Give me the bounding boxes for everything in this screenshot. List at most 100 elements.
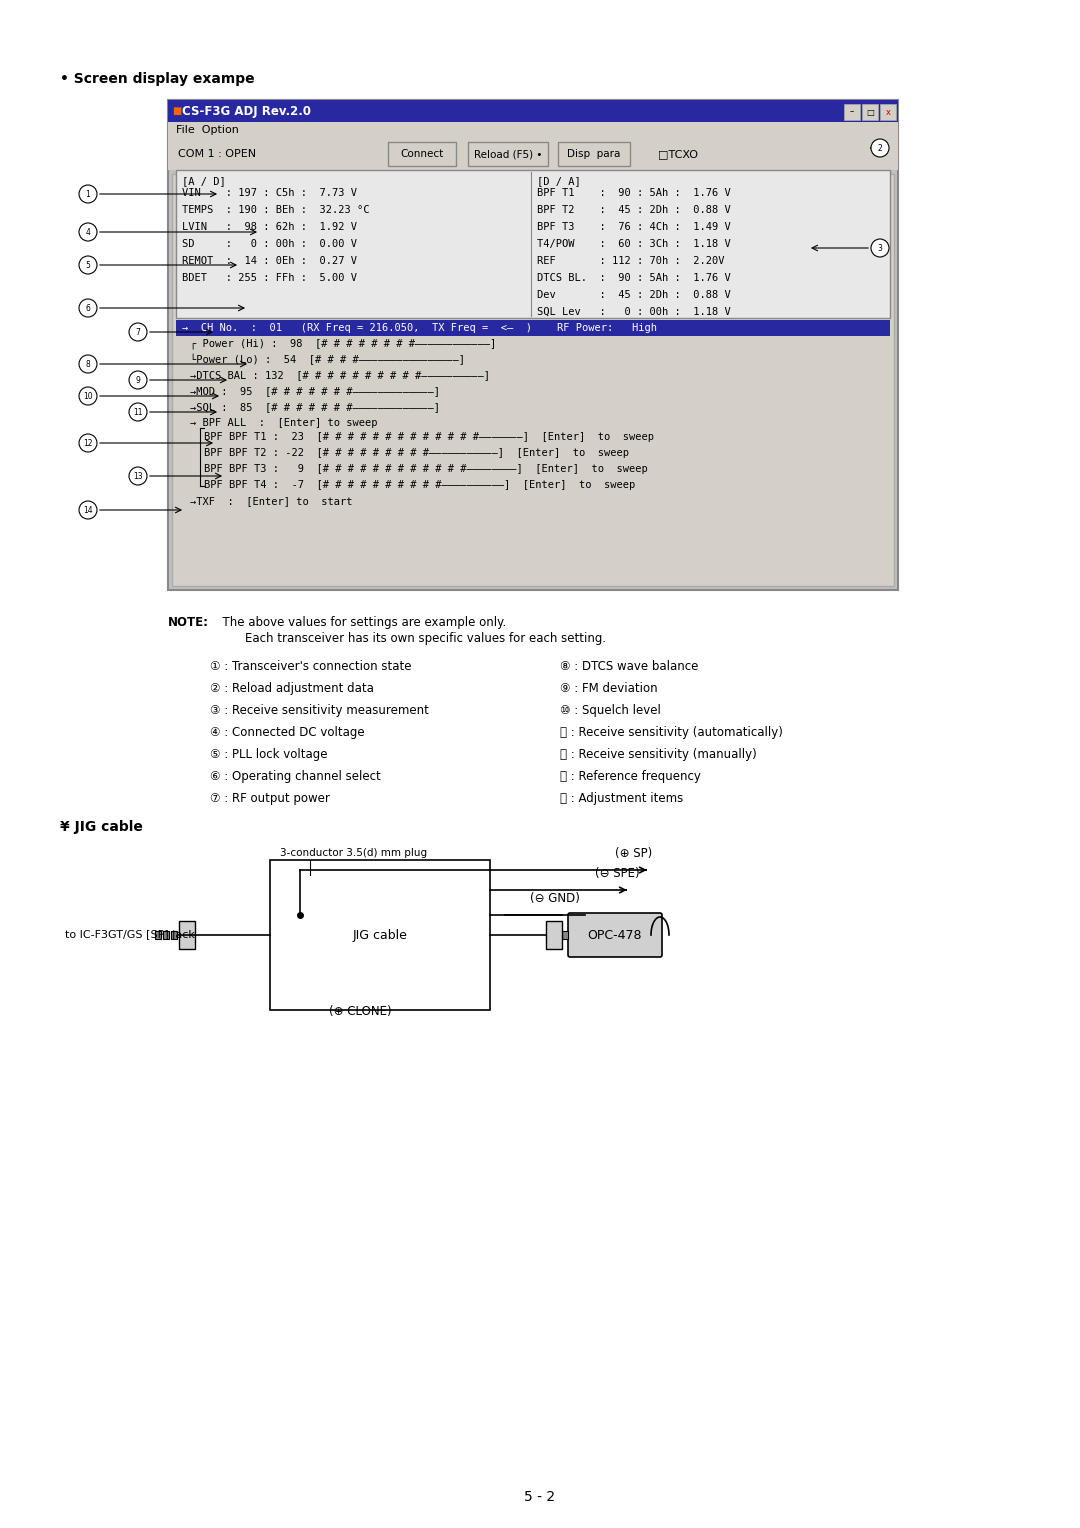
Text: • Screen display exampe: • Screen display exampe [60,72,255,86]
FancyBboxPatch shape [546,931,552,940]
Circle shape [870,139,889,157]
Text: (⊕ SP): (⊕ SP) [615,847,652,860]
Text: ⑥ : Operating channel select: ⑥ : Operating channel select [210,770,381,782]
Text: ⑧ : DTCS wave balance: ⑧ : DTCS wave balance [561,660,699,672]
Text: The above values for settings are example only.: The above values for settings are exampl… [215,616,507,630]
Text: 4: 4 [85,228,91,237]
Text: Disp  para: Disp para [567,150,621,159]
Text: 6: 6 [85,304,91,313]
Text: ┌ Power (Hi) :  98  [# # # # # # # #––––––––––––]: ┌ Power (Hi) : 98 [# # # # # # # #––––––… [190,338,496,348]
Text: ⑦ : RF output power: ⑦ : RF output power [210,792,329,805]
Text: □: □ [866,107,874,116]
Circle shape [79,257,97,274]
Text: Each transceiver has its own specific values for each setting.: Each transceiver has its own specific va… [215,633,606,645]
Text: COM 1 : OPEN: COM 1 : OPEN [178,150,256,159]
FancyBboxPatch shape [168,138,897,170]
Circle shape [870,238,889,257]
Text: 5 - 2: 5 - 2 [525,1490,555,1504]
FancyBboxPatch shape [172,174,894,587]
Text: BPF T2    :  45 : 2Dh :  0.88 V: BPF T2 : 45 : 2Dh : 0.88 V [537,205,731,215]
Text: → BPF ALL  :  [Enter] to sweep: → BPF ALL : [Enter] to sweep [190,419,378,428]
Text: ⑨ : FM deviation: ⑨ : FM deviation [561,681,658,695]
Text: □TCXO: □TCXO [658,150,698,159]
Text: 10: 10 [83,391,93,400]
Text: Reload (F5) •: Reload (F5) • [474,150,542,159]
Circle shape [129,403,147,422]
FancyBboxPatch shape [558,142,630,167]
Text: └Power (Lo) :  54  [# # # #––––––––––––––––]: └Power (Lo) : 54 [# # # #–––––––––––––––… [190,354,465,365]
Text: 3-conductor 3.5(d) mm plug: 3-conductor 3.5(d) mm plug [280,848,427,859]
Text: ④ : Connected DC voltage: ④ : Connected DC voltage [210,726,365,740]
Circle shape [79,501,97,520]
FancyBboxPatch shape [880,104,896,121]
Text: Dev       :  45 : 2Dh :  0.88 V: Dev : 45 : 2Dh : 0.88 V [537,290,731,299]
Text: ⑭ : Adjustment items: ⑭ : Adjustment items [561,792,684,805]
Text: 1: 1 [85,189,91,199]
Text: (⊕ CLONE): (⊕ CLONE) [328,1005,391,1018]
Text: 3: 3 [878,243,882,252]
Text: 11: 11 [133,408,143,417]
Text: 8: 8 [85,359,91,368]
Text: x: x [886,107,891,116]
Text: LVIN   :  98 : 62h :  1.92 V: LVIN : 98 : 62h : 1.92 V [183,222,357,232]
Text: 12: 12 [83,439,93,448]
Text: ¥ JIG cable: ¥ JIG cable [60,821,143,834]
Text: (⊖ GND): (⊖ GND) [530,892,580,905]
Text: BPF BPF T3 :   9  [# # # # # # # # # # # #––––––––]  [Enter]  to  sweep: BPF BPF T3 : 9 [# # # # # # # # # # # #–… [204,465,648,474]
Text: BPF BPF T2 : -22  [# # # # # # # # #–––––––––––]  [Enter]  to  sweep: BPF BPF T2 : -22 [# # # # # # # # #–––––… [204,448,629,458]
Text: File  Option: File Option [176,125,239,134]
Text: NOTE:: NOTE: [168,616,210,630]
Text: ■: ■ [172,105,181,116]
FancyBboxPatch shape [156,931,161,940]
Text: T4/POW    :  60 : 3Ch :  1.18 V: T4/POW : 60 : 3Ch : 1.18 V [537,238,731,249]
Text: VIN    : 197 : C5h :  7.73 V: VIN : 197 : C5h : 7.73 V [183,188,357,199]
Text: →DTCS BAL : 132  [# # # # # # # # # #––––––––––]: →DTCS BAL : 132 [# # # # # # # # # #––––… [190,370,490,380]
Text: JIG cable: JIG cable [352,929,407,941]
Text: TEMPS  : 190 : BEh :  32.23 °C: TEMPS : 190 : BEh : 32.23 °C [183,205,369,215]
Text: 14: 14 [83,506,93,515]
Text: BPF BPF T1 :  23  [# # # # # # # # # # # # #–––––––]  [Enter]  to  sweep: BPF BPF T1 : 23 [# # # # # # # # # # # #… [204,432,654,442]
Text: →MOD :  95  [# # # # # # #–––––––––––––]: →MOD : 95 [# # # # # # #–––––––––––––] [190,387,440,396]
Text: ⑩ : Squelch level: ⑩ : Squelch level [561,704,661,717]
Text: [A / D]: [A / D] [183,176,226,186]
Text: 9: 9 [136,376,140,385]
Text: OPC-478: OPC-478 [588,929,643,941]
Text: SD     :   0 : 00h :  0.00 V: SD : 0 : 00h : 0.00 V [183,238,357,249]
Circle shape [79,185,97,203]
Circle shape [79,299,97,316]
FancyBboxPatch shape [168,122,897,138]
FancyBboxPatch shape [554,931,561,940]
FancyBboxPatch shape [176,170,890,318]
Text: ① : Transceiver's connection state: ① : Transceiver's connection state [210,660,411,672]
FancyBboxPatch shape [468,142,548,167]
FancyBboxPatch shape [568,914,662,957]
Text: REMOT  :  14 : 0Eh :  0.27 V: REMOT : 14 : 0Eh : 0.27 V [183,257,357,266]
Text: ⑪ : Receive sensitivity (automatically): ⑪ : Receive sensitivity (automatically) [561,726,783,740]
Text: BPF T3    :  76 : 4Ch :  1.49 V: BPF T3 : 76 : 4Ch : 1.49 V [537,222,731,232]
FancyBboxPatch shape [163,931,168,940]
Text: ⑬ : Reference frequency: ⑬ : Reference frequency [561,770,701,782]
Circle shape [79,434,97,452]
Text: BDET   : 255 : FFh :  5.00 V: BDET : 255 : FFh : 5.00 V [183,274,357,283]
Text: 2: 2 [878,144,882,153]
Text: ② : Reload adjustment data: ② : Reload adjustment data [210,681,374,695]
Text: 13: 13 [133,472,143,480]
Text: →SQL :  85  [# # # # # # #–––––––––––––]: →SQL : 85 [# # # # # # #–––––––––––––] [190,402,440,413]
Text: REF       : 112 : 70h :  2.20V: REF : 112 : 70h : 2.20V [537,257,725,266]
FancyBboxPatch shape [179,921,195,949]
FancyBboxPatch shape [546,921,562,949]
FancyBboxPatch shape [562,931,568,940]
Circle shape [129,322,147,341]
Text: ⑫ : Receive sensitivity (manually): ⑫ : Receive sensitivity (manually) [561,749,757,761]
FancyBboxPatch shape [270,860,490,1010]
FancyBboxPatch shape [843,104,860,121]
Text: →  CH No.  :  01   (RX Freq = 216.050,  TX Freq =  <–  )    RF Power:   High: → CH No. : 01 (RX Freq = 216.050, TX Fre… [183,322,657,333]
FancyBboxPatch shape [388,142,456,167]
Text: [D / A]: [D / A] [537,176,581,186]
Circle shape [79,354,97,373]
Circle shape [129,468,147,484]
FancyBboxPatch shape [176,319,890,336]
Text: 7: 7 [136,327,140,336]
Text: BPF BPF T4 :  -7  [# # # # # # # # # #––––––––––]  [Enter]  to  sweep: BPF BPF T4 : -7 [# # # # # # # # # #––––… [204,480,635,490]
FancyBboxPatch shape [168,99,897,590]
